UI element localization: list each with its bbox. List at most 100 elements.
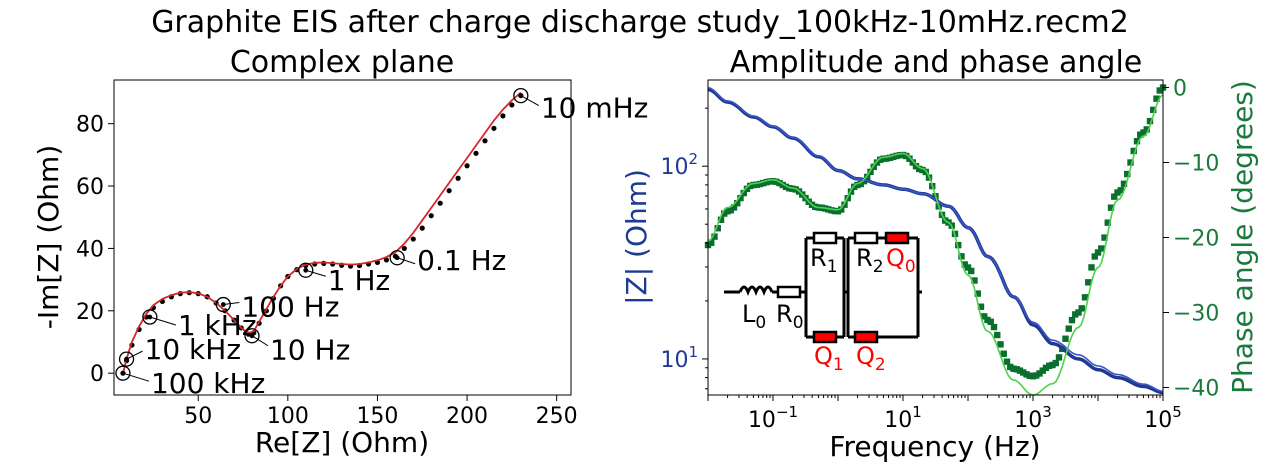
phase-point [708,239,715,246]
phase-point [971,277,978,284]
phase-point [1127,159,1134,166]
phase-point [776,179,783,187]
y-right-tick-label: −40 [1173,377,1219,402]
x-tick-label: 100 [267,404,309,429]
marker-center [303,267,309,273]
label-q2: Q2 [856,342,886,375]
phase-point [773,178,780,185]
phase-point [1117,187,1124,194]
phase-point [1075,309,1082,316]
phase-point [964,264,972,271]
phase-point [854,181,861,189]
phase-point [1046,362,1053,369]
phase-point [1055,354,1063,361]
phase-point [896,152,903,159]
measured-point [500,113,506,119]
y-tick-label: 20 [76,300,104,325]
phase-point [1098,245,1105,252]
phase-point [1013,366,1020,373]
phase-point [1156,87,1163,94]
phase-point [721,210,728,217]
phase-point [987,318,994,325]
marker-ring [244,328,260,344]
phase-point [1062,335,1069,342]
x-tick-label: 103 [1014,403,1052,433]
marker-ring [215,296,231,313]
phase-point [711,233,718,240]
phase-point [916,165,923,173]
phase-point [1081,294,1089,301]
marker-center [249,333,255,339]
phase-point [1088,264,1095,271]
phase-point [760,179,767,187]
phase-point [1065,325,1072,332]
phase-point [828,207,835,214]
phase-point [1052,359,1059,367]
resistor-r0 [776,285,802,299]
phase-point [1007,363,1014,371]
phase-point [763,178,770,186]
complex-plane-ylabel: -Im[Z] (Ohm) [32,145,65,329]
complex-plane-title: Complex plane [230,45,454,80]
phase-point [1003,358,1011,365]
marker-label: 10 mHz [541,92,649,125]
y-right-tick-label: −20 [1173,227,1219,252]
circuit-loop-2 [846,236,920,339]
phase-point [1036,370,1043,377]
marker-label: 1 kHz [178,309,257,342]
resistor-r2 [853,231,879,245]
phase-point [890,153,897,161]
label-q1: Q1 [814,342,844,375]
cpe-q1 [812,330,838,344]
phase-point [867,168,874,176]
label-r0: R0 [776,300,804,333]
phase-point [873,159,881,166]
phase-point [834,208,842,215]
phase-point [841,201,848,208]
phase-point [1140,129,1147,136]
measured-point [509,102,515,108]
phase-point [886,154,894,162]
phase-point [714,225,721,232]
measured-point [419,225,425,231]
measured-point [491,125,497,131]
marker-ring [118,351,135,367]
phase-point [756,180,764,188]
phase-point [877,156,884,163]
phase-point [743,185,751,193]
bode-ylabel-left: |Z| (Ohm) [620,169,653,305]
phase-point [997,341,1004,348]
x-tick-label: 150 [356,404,398,429]
y-right-tick-label: −30 [1173,302,1219,327]
phase-point [984,316,991,324]
bode-ticks: 10−1 101 103 105 101 102 0 −10 −20 −30 −40 [660,77,1219,434]
phase-point [753,181,760,188]
phase-point [990,323,998,331]
figure-title: Graphite EIS after charge discharge stud… [151,5,1129,40]
bode-chart: Amplitude and phase angle L0 R0 R1 R2 Q0… [620,45,1259,463]
marker-center [394,255,400,261]
y-tick-label: 40 [76,237,104,262]
marker-leader [520,95,540,107]
phase-point [1033,372,1040,379]
complex-plane-xlabel: Re[Z] (Ohm) [255,426,429,459]
phase-point [831,207,838,215]
marker-label: 1 Hz [328,264,390,297]
x-tick-label: 200 [446,404,488,429]
marker-center [220,302,226,307]
marker-label: 0.1 Hz [417,244,506,277]
marker-label: 100 Hz [241,291,339,324]
phase-point [1042,364,1050,372]
y-left-tick-label: 101 [660,343,698,373]
phase-point [857,180,864,188]
phase-point [1029,373,1037,380]
phase-point [1120,180,1128,187]
phase-point [899,151,907,159]
phase-point [786,185,793,192]
bode-data [704,84,1167,396]
measured-point [455,175,461,181]
phase-point [1133,138,1141,145]
phase-point [909,159,916,166]
